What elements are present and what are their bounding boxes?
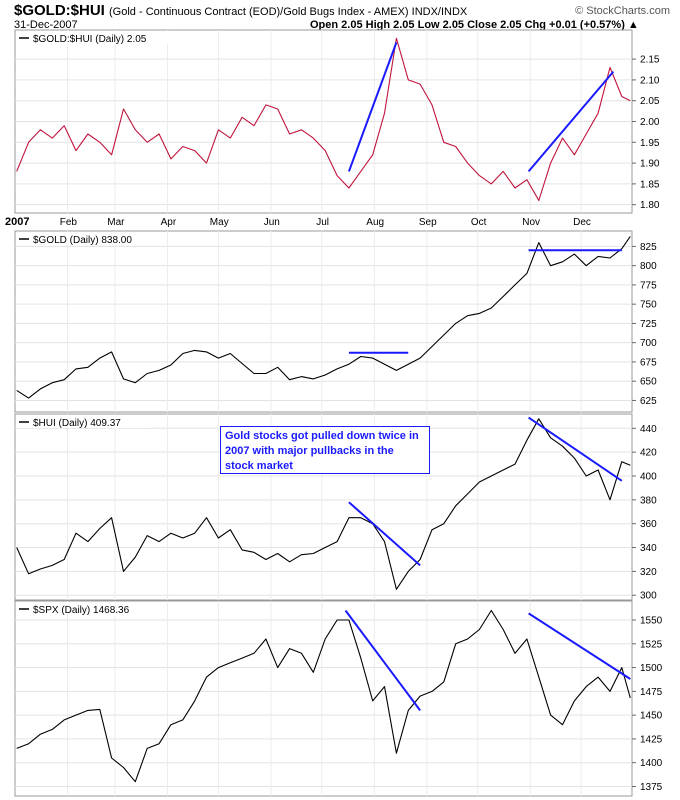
panel-2 xyxy=(14,230,636,413)
y-tick-label: 380 xyxy=(640,495,657,506)
trendline xyxy=(527,70,615,173)
x-tick-label: Apr xyxy=(161,217,177,228)
panel-title-bg xyxy=(16,232,156,245)
y-tick-label: 800 xyxy=(640,261,657,272)
y-tick-label: 1500 xyxy=(640,663,663,674)
y-tick-label: 725 xyxy=(640,319,657,330)
y-tick-label: 2.05 xyxy=(640,96,660,107)
y-tick-label: 1425 xyxy=(640,734,663,745)
y-tick-label: 420 xyxy=(640,448,657,459)
y-tick-label: 700 xyxy=(640,338,657,349)
panel-title-bg xyxy=(16,415,151,428)
trendline xyxy=(528,612,631,680)
x-tick-label: Feb xyxy=(60,217,78,228)
series-line xyxy=(16,236,631,399)
y-tick-label: 1.85 xyxy=(640,179,660,190)
trendline xyxy=(528,416,623,482)
series-line xyxy=(16,37,631,202)
panel-frame xyxy=(14,413,633,601)
chart-symbol: $GOLD:$HUI (Gold - Continuous Contract (… xyxy=(14,2,467,19)
panel-title: $SPX (Daily) 1468.36 xyxy=(33,605,130,616)
y-tick-label: 750 xyxy=(640,300,657,311)
panel-title-bg xyxy=(16,602,156,615)
x-tick-label: Jun xyxy=(264,217,280,228)
ohlc-summary: Open 2.05 High 2.05 Low 2.05 Close 2.05 … xyxy=(310,19,639,31)
panel-title: $GOLD (Daily) 838.00 xyxy=(33,235,132,246)
y-tick-label: 300 xyxy=(640,591,657,602)
panel-frame xyxy=(14,600,633,797)
panel-title-bg xyxy=(16,31,174,44)
y-tick-label: 400 xyxy=(640,472,657,483)
y-tick-label: 320 xyxy=(640,567,657,578)
chart-date: 31-Dec-2007 xyxy=(14,19,78,31)
trendline xyxy=(344,609,421,711)
x-tick-label: Jul xyxy=(316,217,329,228)
y-tick-label: 440 xyxy=(640,424,657,435)
y-tick-label: 360 xyxy=(640,519,657,530)
symbol-text: $GOLD:$HUI xyxy=(14,2,105,19)
y-tick-label: 825 xyxy=(640,242,657,253)
y-tick-label: 1400 xyxy=(640,758,663,769)
trendline xyxy=(348,501,421,567)
x-tick-label: Aug xyxy=(366,217,384,228)
y-tick-label: 1550 xyxy=(640,616,663,627)
y-tick-label: 675 xyxy=(640,357,657,368)
panel-3 xyxy=(14,413,636,601)
y-tick-label: 1525 xyxy=(640,639,663,650)
trendline xyxy=(347,42,398,172)
series-line xyxy=(16,609,631,783)
panel-frame xyxy=(14,230,633,413)
panel-title: $GOLD:$HUI (Daily) 2.05 xyxy=(33,34,147,45)
annotation-box: Gold stocks got pulled down twice in 200… xyxy=(220,426,430,474)
panel-4 xyxy=(14,600,636,797)
y-tick-label: 1.80 xyxy=(640,200,660,211)
y-tick-label: 2.10 xyxy=(640,75,660,86)
x-tick-label: Mar xyxy=(107,217,125,228)
y-tick-label: 2.15 xyxy=(640,55,660,66)
x-tick-label: 2007 xyxy=(5,216,29,228)
x-tick-label: Nov xyxy=(522,217,540,228)
x-tick-label: Dec xyxy=(573,217,591,228)
x-tick-label: Oct xyxy=(471,217,487,228)
y-tick-label: 1450 xyxy=(640,711,663,722)
x-tick-label: May xyxy=(210,217,229,228)
panel-1 xyxy=(14,29,636,214)
stockcharts-brand: © StockCharts.com xyxy=(575,5,670,17)
y-tick-label: 775 xyxy=(640,280,657,291)
x-tick-label: Sep xyxy=(419,217,437,228)
series-line xyxy=(16,418,631,590)
y-tick-label: 625 xyxy=(640,396,657,407)
y-tick-label: 2.00 xyxy=(640,117,660,128)
y-tick-label: 1375 xyxy=(640,782,663,793)
y-tick-label: 1.90 xyxy=(640,159,660,170)
y-tick-label: 1475 xyxy=(640,687,663,698)
symbol-description: (Gold - Continuous Contract (EOD)/Gold B… xyxy=(109,6,468,18)
panel-title: $HUI (Daily) 409.37 xyxy=(33,418,121,429)
y-tick-label: 340 xyxy=(640,543,657,554)
y-tick-label: 650 xyxy=(640,377,657,388)
y-tick-label: 1.95 xyxy=(640,138,660,149)
